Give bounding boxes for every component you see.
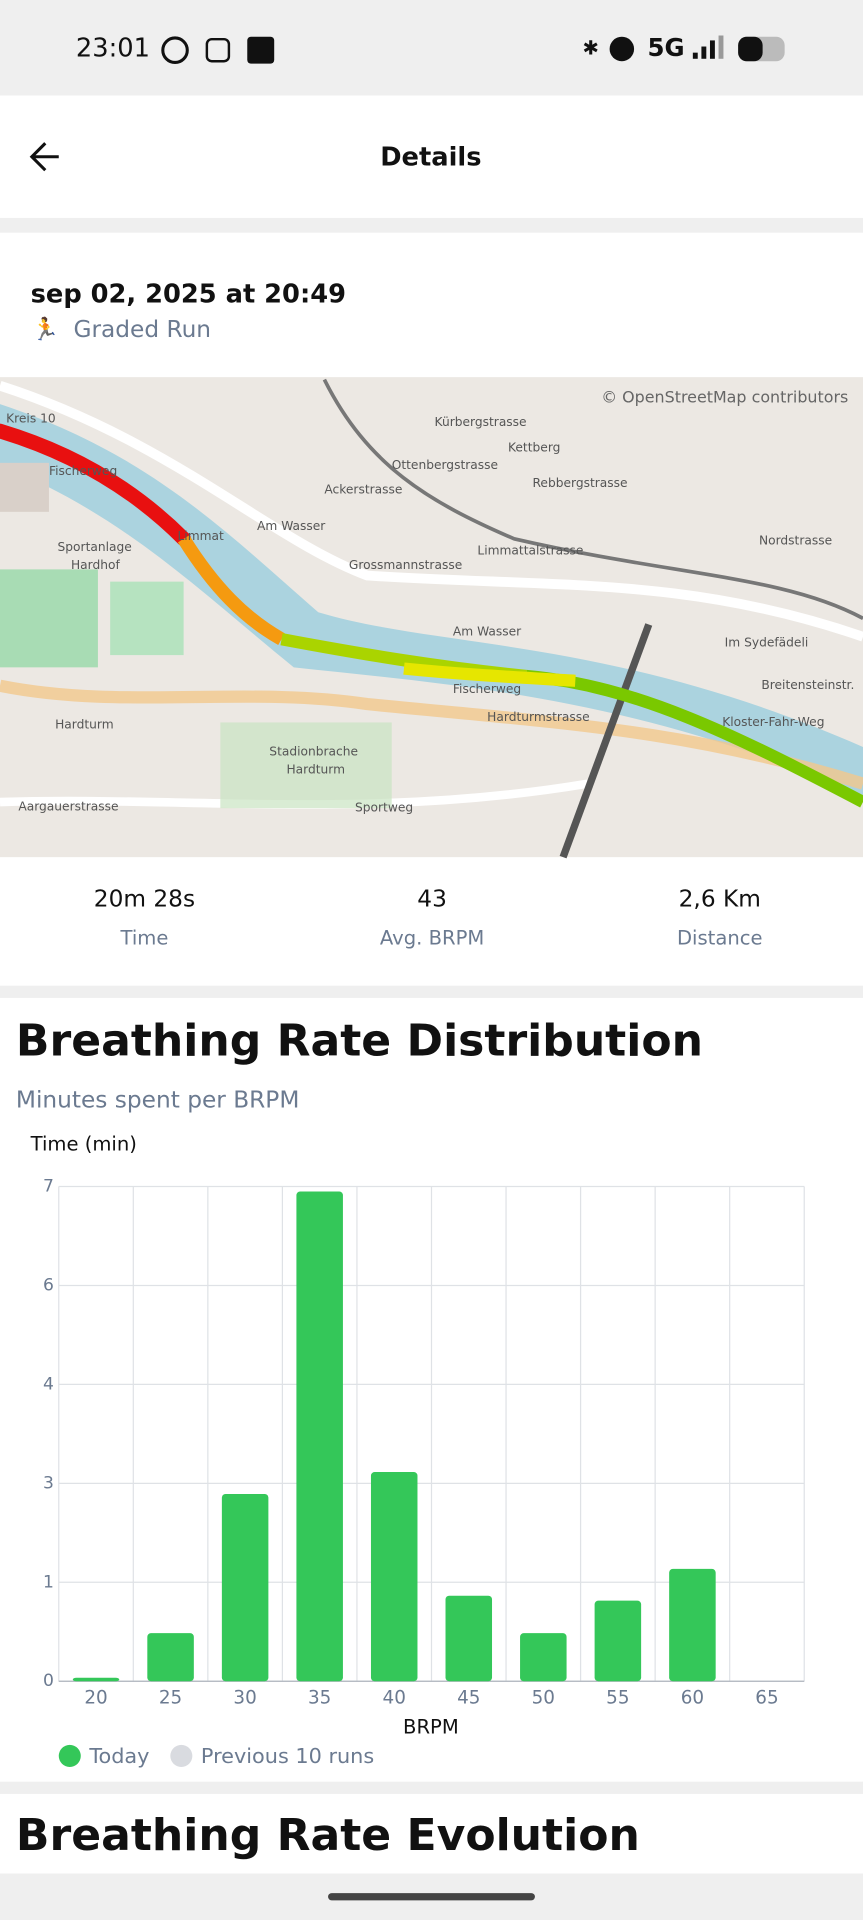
map-label: Sportanlage xyxy=(58,540,132,554)
x-tick-label: 35 xyxy=(308,1687,331,1708)
bar xyxy=(445,1595,493,1682)
linkedin-icon xyxy=(247,36,275,64)
bar xyxy=(669,1568,716,1682)
chart-title: Breathing Rate Distribution xyxy=(16,1015,703,1066)
bar xyxy=(147,1633,194,1682)
stat-value: 43 xyxy=(417,886,447,913)
map-label: Hardhof xyxy=(71,558,121,572)
home-indicator[interactable] xyxy=(328,1893,535,1901)
stats: 20m 28s Time 43 Avg. BRPM 2,6 Km Distanc… xyxy=(94,886,763,950)
map-label: Fischerweg xyxy=(49,464,117,478)
section-title: Breathing Rate Evolution xyxy=(16,1810,640,1861)
map-label: Aargauerstrasse xyxy=(18,799,118,813)
legend-label: Previous 10 runs xyxy=(201,1744,374,1768)
x-tick-label: 50 xyxy=(532,1687,555,1708)
map-label: Am Wasser xyxy=(453,624,522,638)
x-tick-label: 45 xyxy=(457,1687,480,1708)
plot: 0 1 3 4 6 7 20 25 30 35 40 45 50 55 60 65 Today Previous … xyxy=(43,1177,805,1768)
bar xyxy=(520,1633,567,1682)
header-title: Details xyxy=(380,142,481,172)
app-icon xyxy=(205,37,231,63)
legend-swatch xyxy=(170,1744,193,1767)
map: © OpenStreetMap contributors Kreis 10 Fi… xyxy=(0,377,863,859)
map-label: Hardturm xyxy=(286,763,345,777)
y-tick-label: 7 xyxy=(43,1177,54,1197)
legend-label: Today xyxy=(88,1744,149,1768)
map-label: Sportweg xyxy=(355,801,413,815)
network-type: 5G xyxy=(648,33,685,62)
bar xyxy=(72,1677,120,1682)
map-label: Fischerweg xyxy=(453,682,521,696)
map-label: Kreis 10 xyxy=(6,411,56,425)
activity-type: Graded Run xyxy=(73,316,211,343)
x-tick-label: 65 xyxy=(755,1687,778,1708)
next-section xyxy=(0,1793,863,1874)
back-button[interactable] xyxy=(29,142,59,172)
bar xyxy=(370,1472,418,1682)
bar xyxy=(296,1191,343,1682)
alarm-icon xyxy=(609,36,635,62)
stat-label: Avg. BRPM xyxy=(380,927,484,950)
stat-label: Distance xyxy=(677,927,763,950)
map-label: Ackerstrasse xyxy=(324,482,402,496)
signal-icon xyxy=(692,35,724,59)
chart-subtitle: Minutes spent per BRPM xyxy=(16,1086,299,1113)
x-axis-label: BRPM xyxy=(403,1715,459,1738)
map-label: Hardturm xyxy=(55,717,114,731)
map-label: Limmattalstrasse xyxy=(477,544,583,558)
map-label: Im Sydefädeli xyxy=(725,635,809,649)
run-icon: 🏃 xyxy=(32,317,59,343)
map-label: Limmat xyxy=(177,529,224,543)
map-label: Breitensteinstr. xyxy=(761,678,854,692)
map-label: Ottenbergstrasse xyxy=(392,458,498,472)
map-label: Kloster-Fahr-Weg xyxy=(722,715,824,729)
y-tick-label: 6 xyxy=(43,1275,54,1295)
x-tick-label: 60 xyxy=(681,1687,704,1708)
y-tick-label: 3 xyxy=(43,1473,54,1493)
x-tick-label: 25 xyxy=(159,1687,182,1708)
x-tick-label: 30 xyxy=(233,1687,256,1708)
map-label: Am Wasser xyxy=(257,519,326,533)
bar xyxy=(221,1493,269,1682)
x-tick-label: 55 xyxy=(606,1687,629,1708)
map-label: Rebbergstrasse xyxy=(532,476,627,490)
stat-value: 2,6 Km xyxy=(679,886,761,913)
legend-swatch xyxy=(58,1744,81,1767)
map-label: Kettberg xyxy=(508,441,560,455)
stat-value: 20m 28s xyxy=(94,886,195,913)
y-tick-label: 4 xyxy=(43,1374,54,1394)
stat-label: Time xyxy=(119,927,168,950)
map-label: Stadionbrache xyxy=(269,744,358,758)
whatsapp-icon xyxy=(161,36,189,64)
y-axis-label: Time (min) xyxy=(30,1132,137,1155)
bluetooth-icon: ✱ xyxy=(583,36,599,59)
map-attribution: © OpenStreetMap contributors xyxy=(601,387,848,406)
map-label: Nordstrasse xyxy=(759,534,832,548)
y-tick-label: 0 xyxy=(43,1671,54,1691)
map-label: Kürbergstrasse xyxy=(435,415,527,429)
map-label: Grossmannstrasse xyxy=(349,558,462,572)
bar xyxy=(594,1600,642,1682)
clock: 23:01 xyxy=(76,33,150,63)
activity-date: sep 02, 2025 at 20:49 xyxy=(31,280,346,310)
header xyxy=(0,95,863,218)
map-label: Hardturmstrasse xyxy=(487,710,590,724)
y-tick-label: 1 xyxy=(43,1572,54,1592)
x-tick-label: 20 xyxy=(84,1687,107,1708)
x-tick-label: 40 xyxy=(383,1687,406,1708)
